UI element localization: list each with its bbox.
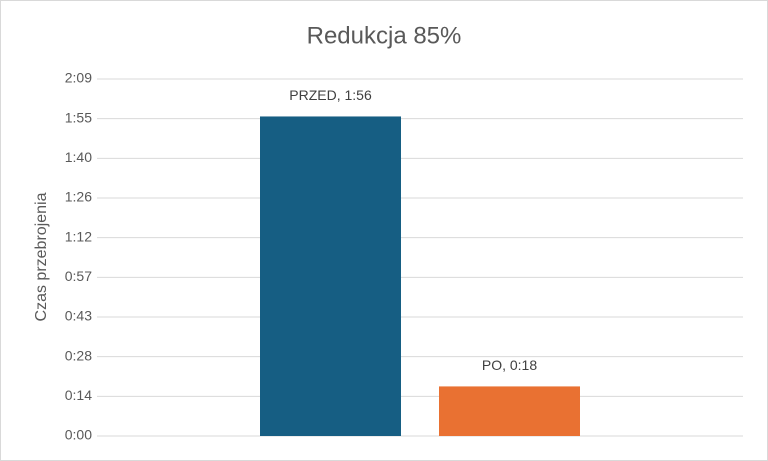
y-tick-label: 1:40 xyxy=(65,149,92,165)
y-axis-title: Czas przebrojenia xyxy=(33,192,50,321)
y-tick-label: 1:26 xyxy=(65,189,92,205)
y-tick-label: 2:09 xyxy=(65,70,92,86)
y-tick-label: 0:14 xyxy=(65,387,92,403)
y-tick-label: 0:57 xyxy=(65,268,92,284)
bar xyxy=(439,386,580,436)
y-tick-label: 1:12 xyxy=(65,228,92,244)
data-label: PRZED, 1:56 xyxy=(289,87,372,103)
bar xyxy=(260,116,401,437)
y-tick-label: 0:00 xyxy=(65,427,92,443)
data-label: PO, 0:18 xyxy=(482,357,537,373)
y-tick-label: 1:55 xyxy=(65,109,92,125)
y-tick-label: 0:43 xyxy=(65,308,92,324)
chart-title: Redukcja 85% xyxy=(307,22,462,49)
y-tick-label: 0:28 xyxy=(65,347,92,363)
